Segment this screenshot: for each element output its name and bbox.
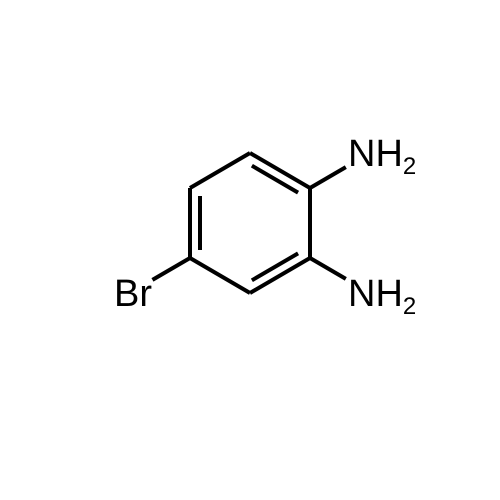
atom-label: Br (114, 273, 152, 315)
atom-label: NH2 (348, 133, 416, 180)
molecule-diagram: NH2 NH2 Br (0, 0, 500, 500)
atom-label: NH2 (348, 273, 416, 320)
